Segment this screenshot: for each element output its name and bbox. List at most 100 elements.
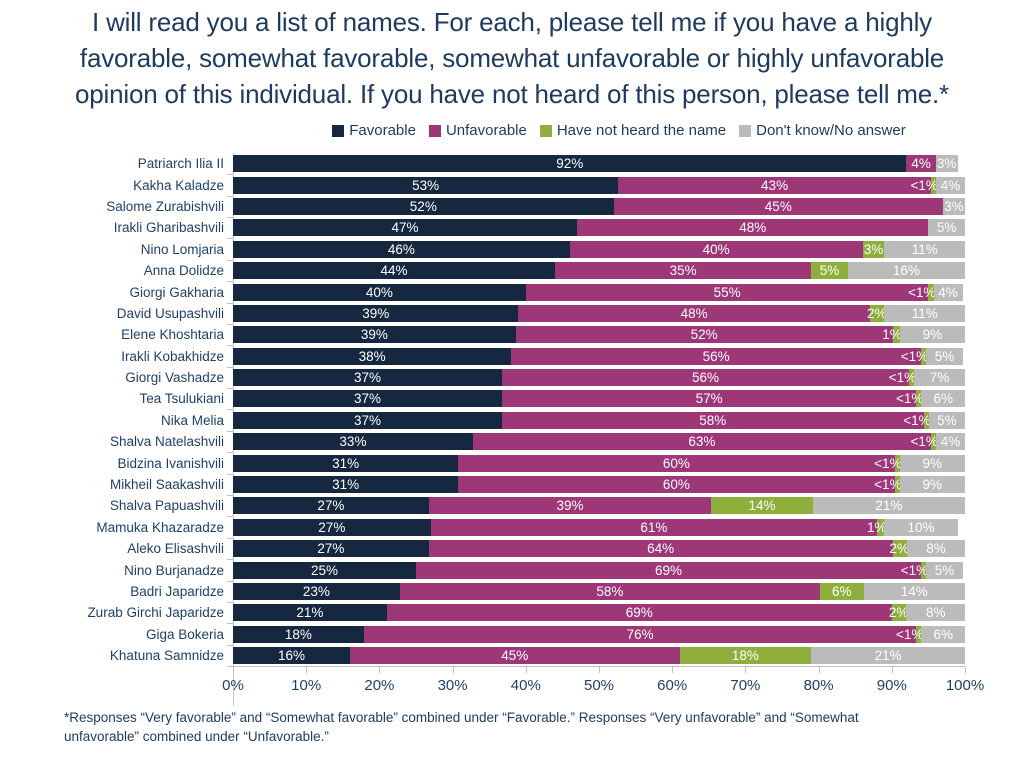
- bar-track: 39% 48% 2% 11%: [227, 304, 965, 325]
- bar-value-label: 21%: [874, 648, 902, 664]
- bar-value-label: <1%: [896, 626, 924, 642]
- bar-track: 37% 56% <1% 7%: [227, 369, 965, 390]
- x-axis-label: 60%: [657, 677, 688, 695]
- bar-value-label: 6%: [933, 626, 953, 642]
- bar-segment-not-heard: 1%: [882, 326, 902, 344]
- bar-row: Giorgi Gakharia 40% 55% <1% 4%: [0, 281, 965, 304]
- x-axis: 0% 10% 20% 30% 40% 50% 60% 70% 80% 90% 100%: [222, 666, 984, 706]
- bar-segment-favorable: 40%: [233, 283, 526, 301]
- bar-segment-favorable: 21%: [233, 604, 387, 622]
- category-label: Giorgi Gakharia: [129, 284, 224, 300]
- category-label: Irakli Kobakhidze: [121, 348, 224, 364]
- bar-value-label: 5%: [936, 220, 957, 236]
- bar-row: Giorgi Vashadze 37% 56% <1% 7%: [0, 367, 965, 390]
- x-axis-tick: [233, 667, 234, 674]
- bar-segment-not-heard: <1%: [896, 390, 923, 408]
- bar-row: Shalva Papuashvili 27% 39% 14% 21%: [0, 495, 965, 518]
- bar-segment-favorable: 52%: [233, 197, 614, 215]
- category-label: Nino Lomjaria: [140, 241, 224, 257]
- bar-segment-favorable: 92%: [233, 155, 907, 173]
- bar-value-label: 2%: [889, 541, 910, 557]
- x-axis-tick: [306, 667, 308, 674]
- bar-value-label: <1%: [874, 455, 902, 471]
- bar-track: 52% 45% 3%: [227, 197, 965, 218]
- bar-row: Irakli Kobakhidze 38% 56% <1% 5%: [0, 346, 965, 368]
- bar-segment-unfavorable: 76%: [363, 625, 917, 643]
- bar-value-label: 37%: [353, 412, 381, 428]
- bar-segment-not-heard: 2%: [888, 604, 909, 622]
- x-axis-label: 80%: [803, 677, 834, 695]
- bar-segment-favorable: 16%: [233, 647, 351, 665]
- bar-value-label: 55%: [713, 284, 741, 300]
- bar-value-label: 40%: [702, 241, 730, 257]
- bar-value-label: 38%: [358, 348, 386, 364]
- y-axis-line: [233, 153, 234, 707]
- bar-segment-favorable: 37%: [233, 390, 502, 408]
- bar-segment-dont-know: 4%: [935, 176, 965, 194]
- bar-row: Nino Burjanadze 25% 69% <1% 5%: [0, 559, 965, 582]
- bar-track: 53% 43% <1% 4%: [227, 176, 965, 197]
- bar-value-label: 18%: [731, 648, 759, 664]
- bar-segment-favorable: 27%: [233, 540, 429, 558]
- bar-value-label: 10%: [907, 519, 935, 535]
- bar-rows: Patriarch Ilia II 92% 4% 3% Kakha Kaladze 53%…: [0, 153, 966, 668]
- bar-value-label: 2%: [888, 605, 909, 621]
- bar-value-label: 8%: [926, 541, 946, 557]
- bar-segment-dont-know: 8%: [907, 540, 965, 558]
- survey-chart-page: I will read you a list of names. For eac…: [0, 4, 1024, 775]
- bar-value-label: 16%: [892, 263, 920, 279]
- bar-value-label: 45%: [764, 198, 792, 214]
- legend-label: Have not heard the name: [556, 122, 727, 139]
- bar-segment-not-heard: <1%: [908, 283, 936, 301]
- category-label: Shalva Papuashvili: [109, 498, 224, 514]
- x-axis-label: 40%: [510, 677, 541, 695]
- bar-value-label: 57%: [695, 391, 723, 407]
- bar-row: Tea Tsulukiani 37% 57% <1% 6%: [0, 388, 966, 411]
- bar-track: 18% 76% <1% 6%: [227, 625, 966, 646]
- bar-segment-dont-know: 21%: [811, 647, 965, 665]
- x-axis-tick: [965, 667, 966, 674]
- category-label: Shalva Natelashvili: [109, 434, 224, 450]
- bar-segment-dont-know: 6%: [921, 625, 966, 643]
- stacked-bar-chart: Patriarch Ilia II 92% 4% 3% Kakha Kaladze 53%…: [0, 153, 984, 707]
- bar-segment-unfavorable: 61%: [430, 518, 878, 536]
- bar-segment-dont-know: 5%: [928, 219, 965, 237]
- bar-segment-unfavorable: 43%: [618, 176, 931, 194]
- bar-row: Mamuka Khazaradze 27% 61% 1% 10%: [0, 517, 965, 539]
- bar-row: Irakli Gharibashvili 47% 48% 5%: [0, 217, 965, 240]
- bar-row: David Usupashvili 39% 48% 2% 11%: [0, 303, 965, 325]
- bar-value-label: <1%: [874, 477, 902, 493]
- category-label: Khatuna Samnidze: [109, 648, 224, 664]
- category-label: Nika Melia: [160, 412, 224, 428]
- x-axis-label: 100%: [945, 677, 985, 695]
- bar-value-label: 11%: [911, 305, 938, 321]
- bar-track: 38% 56% <1% 5%: [227, 347, 965, 368]
- category-label: Aleko Elisashvili: [127, 541, 224, 557]
- bar-track: 47% 48% 5%: [227, 219, 965, 240]
- bar-segment-dont-know: 8%: [906, 604, 965, 622]
- bar-segment-not-heard: <1%: [903, 411, 931, 429]
- bar-segment-unfavorable: 39%: [428, 497, 712, 515]
- legend-swatch-icon: [739, 124, 752, 137]
- x-axis-label: 30%: [437, 677, 468, 695]
- bar-track: 37% 58% <1% 5%: [227, 411, 966, 432]
- bar-segment-unfavorable: 48%: [518, 304, 870, 322]
- bar-value-label: 7%: [929, 370, 950, 386]
- bar-segment-unfavorable: 52%: [515, 326, 893, 344]
- category-label: Salome Zurabishvili: [106, 198, 224, 214]
- bar-row: Kakha Kaladze 53% 43% <1% 4%: [0, 174, 965, 197]
- bar-row: Salome Zurabishvili 52% 45% 3%: [0, 196, 965, 218]
- bar-value-label: 4%: [911, 156, 931, 172]
- bar-value-label: 5%: [934, 562, 955, 578]
- bar-value-label: 64%: [647, 541, 675, 557]
- bar-row: Aleko Elisashvili 27% 64% 2% 8%: [0, 538, 965, 561]
- chart-title: I will read you a list of names. For eac…: [75, 7, 949, 109]
- x-axis-label: 50%: [583, 677, 615, 695]
- bar-segment-unfavorable: 45%: [613, 197, 944, 215]
- bar-segment-favorable: 37%: [233, 411, 502, 429]
- bar-segment-dont-know: 10%: [884, 518, 958, 536]
- bar-value-label: 4%: [940, 177, 961, 193]
- bar-segment-favorable: 44%: [233, 262, 556, 280]
- bar-segment-dont-know: 4%: [935, 433, 965, 451]
- bar-segment-favorable: 31%: [233, 454, 459, 472]
